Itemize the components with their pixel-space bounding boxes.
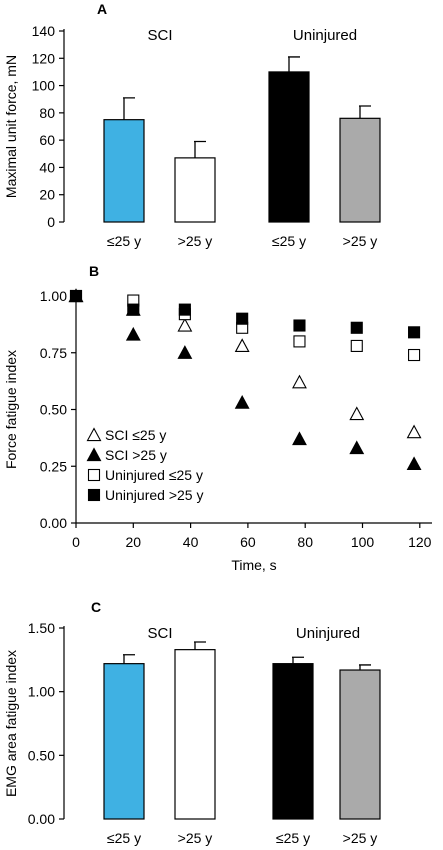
legend-marker	[87, 488, 101, 502]
y-axis-title: Force fatigue index	[3, 350, 19, 469]
y-tick-label: 0.50	[28, 747, 55, 763]
data-point	[69, 289, 83, 303]
bar	[174, 649, 216, 820]
x-tick-label: 60	[240, 534, 256, 550]
y-tick-label: 100	[32, 78, 56, 94]
data-point	[293, 319, 306, 332]
legend-marker	[86, 427, 102, 442]
bar	[268, 71, 310, 223]
data-point	[177, 317, 193, 332]
y-axis-title: EMG area fatigue index	[3, 650, 19, 797]
y-tick-label: 60	[39, 132, 55, 148]
group-label: Uninjured	[296, 625, 360, 642]
panel-a: A 0 20 40 60 80 100 120 140 Maximal unit force, m…	[3, 1, 381, 249]
panel-c: C 0.00 0.50 1.00 1.50 EMG area fatigue index S…	[3, 599, 381, 846]
x-tick-label: 80	[297, 534, 313, 550]
legend-label: SCI >25 y	[105, 447, 167, 463]
x-tick-label: 0	[72, 534, 80, 550]
error-bar	[359, 105, 371, 119]
panel-letter: A	[97, 1, 107, 17]
data-point	[125, 326, 141, 341]
y-tick-label: 1.00	[40, 288, 67, 304]
x-tick-label: 100	[351, 534, 375, 550]
bar-category-label: >25 y	[178, 233, 213, 249]
data-point	[408, 326, 421, 339]
bar-category-label: ≤25 y	[107, 830, 141, 846]
y-tick-label: 80	[39, 105, 55, 121]
bar-category-label: ≤25 y	[107, 233, 141, 249]
data-point	[234, 395, 250, 409]
x-axis-title: Time, s	[231, 557, 276, 573]
data-point	[349, 406, 365, 421]
data-point	[292, 374, 307, 389]
bar-category-label: ≤25 y	[276, 830, 310, 846]
y-tick-label: 0.50	[40, 402, 67, 418]
y-axis-title: Maximal unit force, mN	[3, 55, 19, 198]
legend-marker	[86, 447, 102, 462]
y-tick-label: 0.00	[28, 811, 55, 827]
x-tick-label: 40	[183, 534, 199, 550]
y-tick-label: 1.50	[28, 620, 55, 636]
y-tick-label: 40	[39, 159, 55, 175]
legend-label: Uninjured >25 y	[105, 487, 203, 503]
series-3	[69, 289, 421, 339]
group-label: SCI	[147, 27, 172, 44]
y-tick-label: 0	[47, 214, 55, 230]
y-tick-label: 20	[39, 187, 55, 203]
y-tick-label: 1.00	[28, 684, 55, 700]
y-tick-label: 0.25	[40, 458, 67, 474]
data-point	[127, 303, 140, 316]
bar	[272, 663, 314, 820]
bar	[174, 157, 216, 223]
data-point	[178, 303, 191, 316]
group-label: Uninjured	[293, 27, 357, 44]
error-bar	[123, 654, 135, 664]
data-point	[350, 321, 363, 334]
bar-category-label: >25 y	[343, 830, 378, 846]
x-tick-label: 20	[126, 534, 142, 550]
legend-label: Uninjured ≤25 y	[105, 467, 203, 483]
data-point	[293, 335, 306, 348]
y-tick-label: 120	[32, 50, 56, 66]
error-bar	[194, 641, 206, 650]
y-tick-label: 0.00	[40, 515, 67, 531]
error-bar	[194, 140, 206, 158]
data-point	[350, 339, 363, 352]
bar-category-label: ≤25 y	[272, 233, 306, 249]
error-bar	[292, 656, 304, 664]
y-tick-label: 140	[32, 23, 56, 39]
data-point	[408, 348, 421, 362]
panel-letter: C	[91, 599, 101, 615]
bar-category-label: >25 y	[178, 830, 213, 846]
error-bar	[123, 97, 135, 120]
panel-b: B 0.00 0.25 0.50 0.75 1.00 0 20 40 60 80 100 120 Forc…	[3, 263, 432, 573]
bar	[339, 669, 381, 820]
data-point	[234, 338, 250, 353]
series-0	[68, 288, 422, 439]
legend-marker	[87, 468, 101, 482]
legend-label: SCI ≤25 y	[105, 427, 166, 443]
x-tick-label: 120	[408, 534, 432, 550]
data-point	[406, 456, 422, 471]
error-bar	[288, 56, 300, 72]
data-point	[349, 440, 365, 455]
error-bar	[359, 664, 371, 671]
data-point	[292, 431, 307, 446]
bar	[339, 117, 381, 223]
data-point	[177, 345, 193, 359]
bar	[103, 119, 145, 223]
panel-letter: B	[89, 263, 99, 279]
group-label: SCI	[147, 625, 172, 642]
bar-category-label: >25 y	[343, 233, 378, 249]
data-point	[236, 312, 249, 325]
data-point	[406, 424, 422, 439]
bar	[103, 663, 145, 820]
y-tick-label: 0.75	[40, 345, 67, 361]
